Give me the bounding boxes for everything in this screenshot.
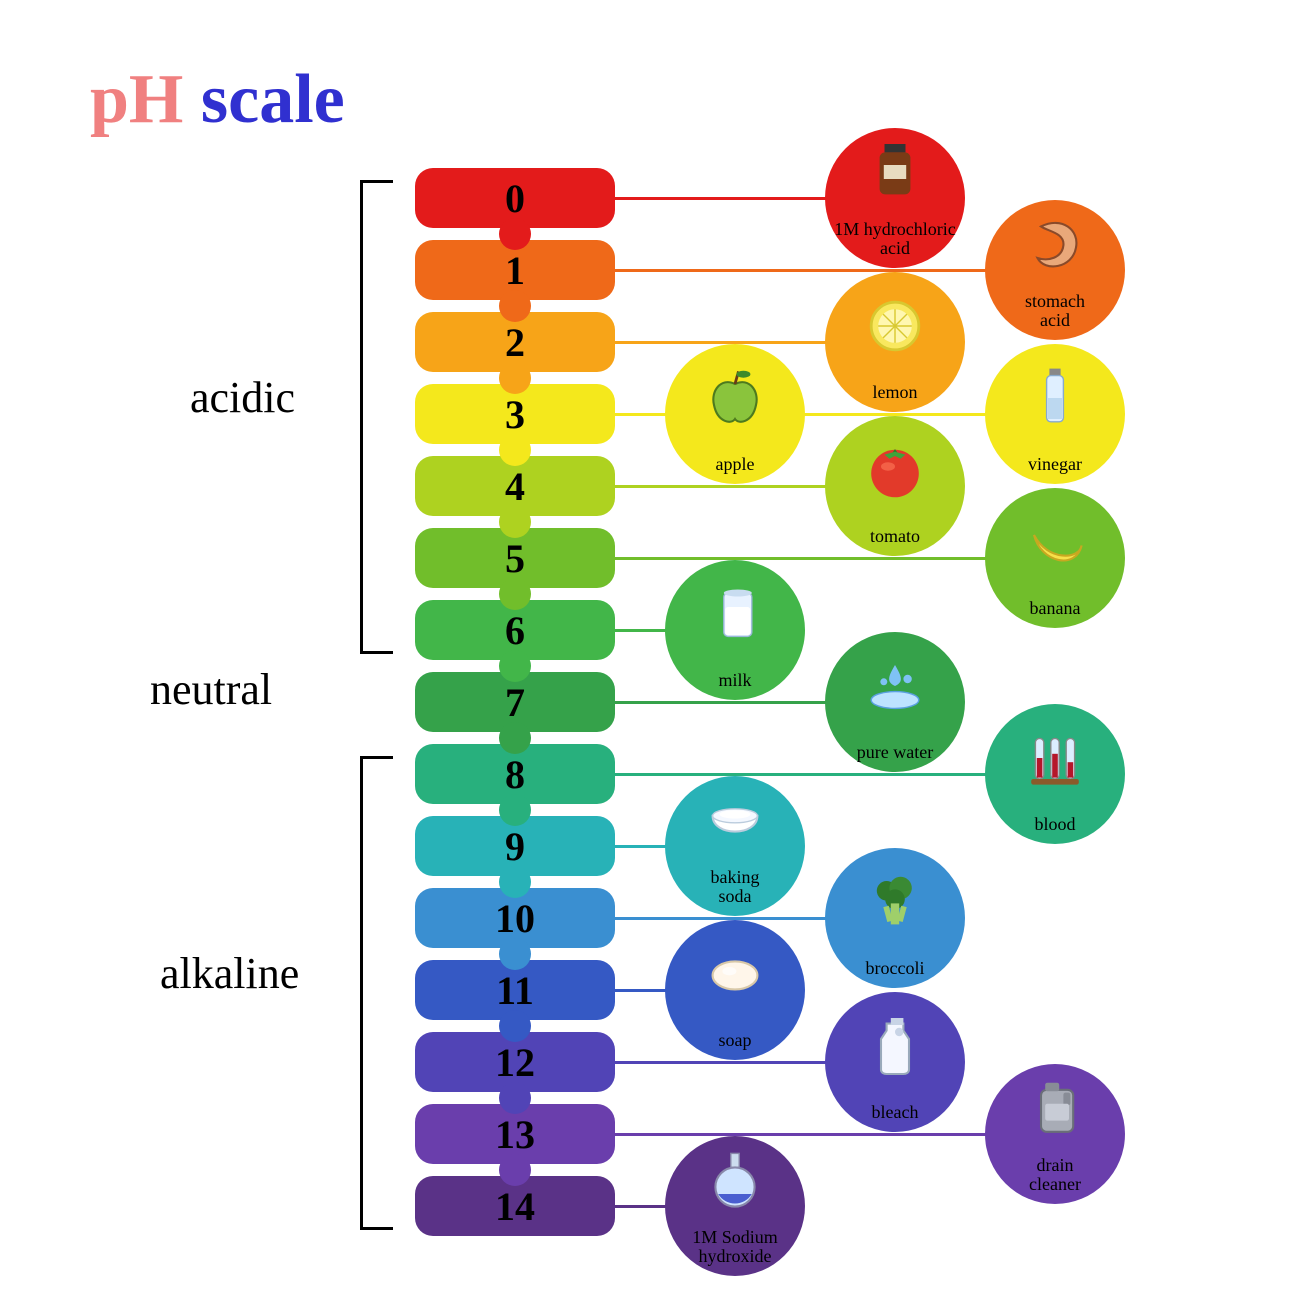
ph-number: 1	[505, 247, 525, 294]
item-label: baking soda	[711, 868, 760, 906]
item-label: apple	[716, 455, 755, 474]
item-label: blood	[1034, 815, 1075, 834]
ph-notch	[499, 938, 531, 970]
item-label: drain cleaner	[1029, 1156, 1081, 1194]
bottle-brown-icon	[860, 128, 930, 216]
page-title: pH scale	[90, 60, 345, 140]
vinegar-icon	[1020, 344, 1090, 451]
banana-icon	[1020, 488, 1090, 595]
item-label: broccoli	[866, 959, 925, 978]
ph-number: 6	[505, 607, 525, 654]
ph-notch	[499, 578, 531, 610]
ph-notch	[499, 650, 531, 682]
ph-notch	[499, 866, 531, 898]
item-label: pure water	[857, 743, 933, 762]
connector	[615, 773, 995, 776]
connector	[615, 701, 835, 704]
ph-number: 11	[496, 967, 534, 1014]
ph-notch	[499, 794, 531, 826]
item-label: 1M hydrochloric acid	[834, 220, 955, 258]
item-bubble: vinegar	[985, 344, 1125, 484]
ph-number: 3	[505, 391, 525, 438]
item-bubble: soap	[665, 920, 805, 1060]
item-label: banana	[1030, 599, 1081, 618]
tomato-icon	[860, 416, 930, 523]
ph-number: 5	[505, 535, 525, 582]
title-ph: pH	[90, 61, 183, 138]
item-label: lemon	[873, 383, 918, 402]
connector	[615, 197, 835, 200]
item-bubble: banana	[985, 488, 1125, 628]
item-label: tomato	[870, 527, 920, 546]
ph-notch	[499, 434, 531, 466]
ph-number: 10	[495, 895, 535, 942]
stomach-icon	[1020, 200, 1090, 288]
item-bubble: tomato	[825, 416, 965, 556]
flask-icon	[700, 1136, 770, 1224]
bracket-alkaline	[360, 756, 393, 1230]
item-bubble: apple	[665, 344, 805, 484]
milk-icon	[700, 560, 770, 667]
connector	[615, 269, 995, 272]
ph-number: 4	[505, 463, 525, 510]
ph-number: 14	[495, 1183, 535, 1230]
item-bubble: stomach acid	[985, 200, 1125, 340]
connector	[615, 485, 835, 488]
item-label: stomach acid	[1025, 292, 1085, 330]
ph-notch	[499, 362, 531, 394]
ph-notch	[499, 218, 531, 250]
ph-number: 8	[505, 751, 525, 798]
ph-number: 13	[495, 1111, 535, 1158]
item-bubble: broccoli	[825, 848, 965, 988]
ph-notch	[499, 290, 531, 322]
bleach-icon	[860, 992, 930, 1099]
ph-number: 0	[505, 175, 525, 222]
connector	[615, 1133, 995, 1136]
ph-number: 12	[495, 1039, 535, 1086]
item-bubble: baking soda	[665, 776, 805, 916]
connector	[615, 557, 995, 560]
connector	[615, 1061, 835, 1064]
title-scale: scale	[201, 61, 345, 138]
zone-label-neutral: neutral	[150, 664, 272, 715]
bowl-icon	[700, 776, 770, 864]
ph-notch	[499, 506, 531, 538]
item-bubble: bleach	[825, 992, 965, 1132]
item-label: 1M Sodium hydroxide	[692, 1228, 778, 1266]
zone-label-acidic: acidic	[190, 372, 295, 423]
item-bubble: pure water	[825, 632, 965, 772]
item-label: soap	[719, 1031, 752, 1050]
water-icon	[860, 632, 930, 739]
ph-scale-infographic: pH scale 01234567891011121314 acidicneut…	[0, 0, 1300, 1300]
item-bubble: blood	[985, 704, 1125, 844]
item-label: bleach	[872, 1103, 919, 1122]
bracket-acidic	[360, 180, 393, 654]
ph-number: 7	[505, 679, 525, 726]
ph-notch	[499, 722, 531, 754]
ph-notch	[499, 1082, 531, 1114]
ph-number: 2	[505, 319, 525, 366]
item-bubble: lemon	[825, 272, 965, 412]
ph-notch	[499, 1010, 531, 1042]
zone-label-alkaline: alkaline	[160, 948, 299, 999]
drain-icon	[1020, 1064, 1090, 1152]
item-label: milk	[718, 671, 751, 690]
ph-number: 9	[505, 823, 525, 870]
broccoli-icon	[860, 848, 930, 955]
item-label: vinegar	[1028, 455, 1082, 474]
item-bubble: 1M Sodium hydroxide	[665, 1136, 805, 1276]
ph-notch	[499, 1154, 531, 1186]
blood-icon	[1020, 704, 1090, 811]
item-bubble: drain cleaner	[985, 1064, 1125, 1204]
item-bubble: 1M hydrochloric acid	[825, 128, 965, 268]
lemon-icon	[860, 272, 930, 379]
apple-icon	[700, 344, 770, 451]
item-bubble: milk	[665, 560, 805, 700]
soap-icon	[700, 920, 770, 1027]
